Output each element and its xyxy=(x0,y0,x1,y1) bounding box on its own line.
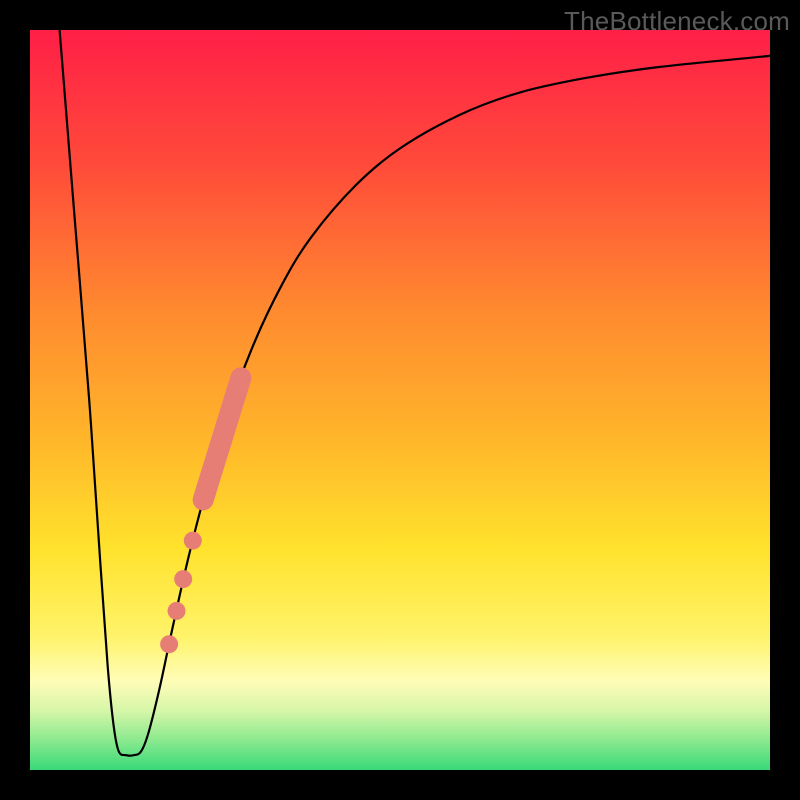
plot-background xyxy=(30,30,770,770)
chart-frame: TheBottleneck.com xyxy=(0,0,800,800)
highlight-marker xyxy=(174,570,192,588)
watermark-text: TheBottleneck.com xyxy=(564,6,790,37)
bottleneck-curve-chart xyxy=(0,0,800,800)
highlight-marker xyxy=(168,602,186,620)
highlight-marker xyxy=(184,532,202,550)
highlight-marker xyxy=(160,635,178,653)
